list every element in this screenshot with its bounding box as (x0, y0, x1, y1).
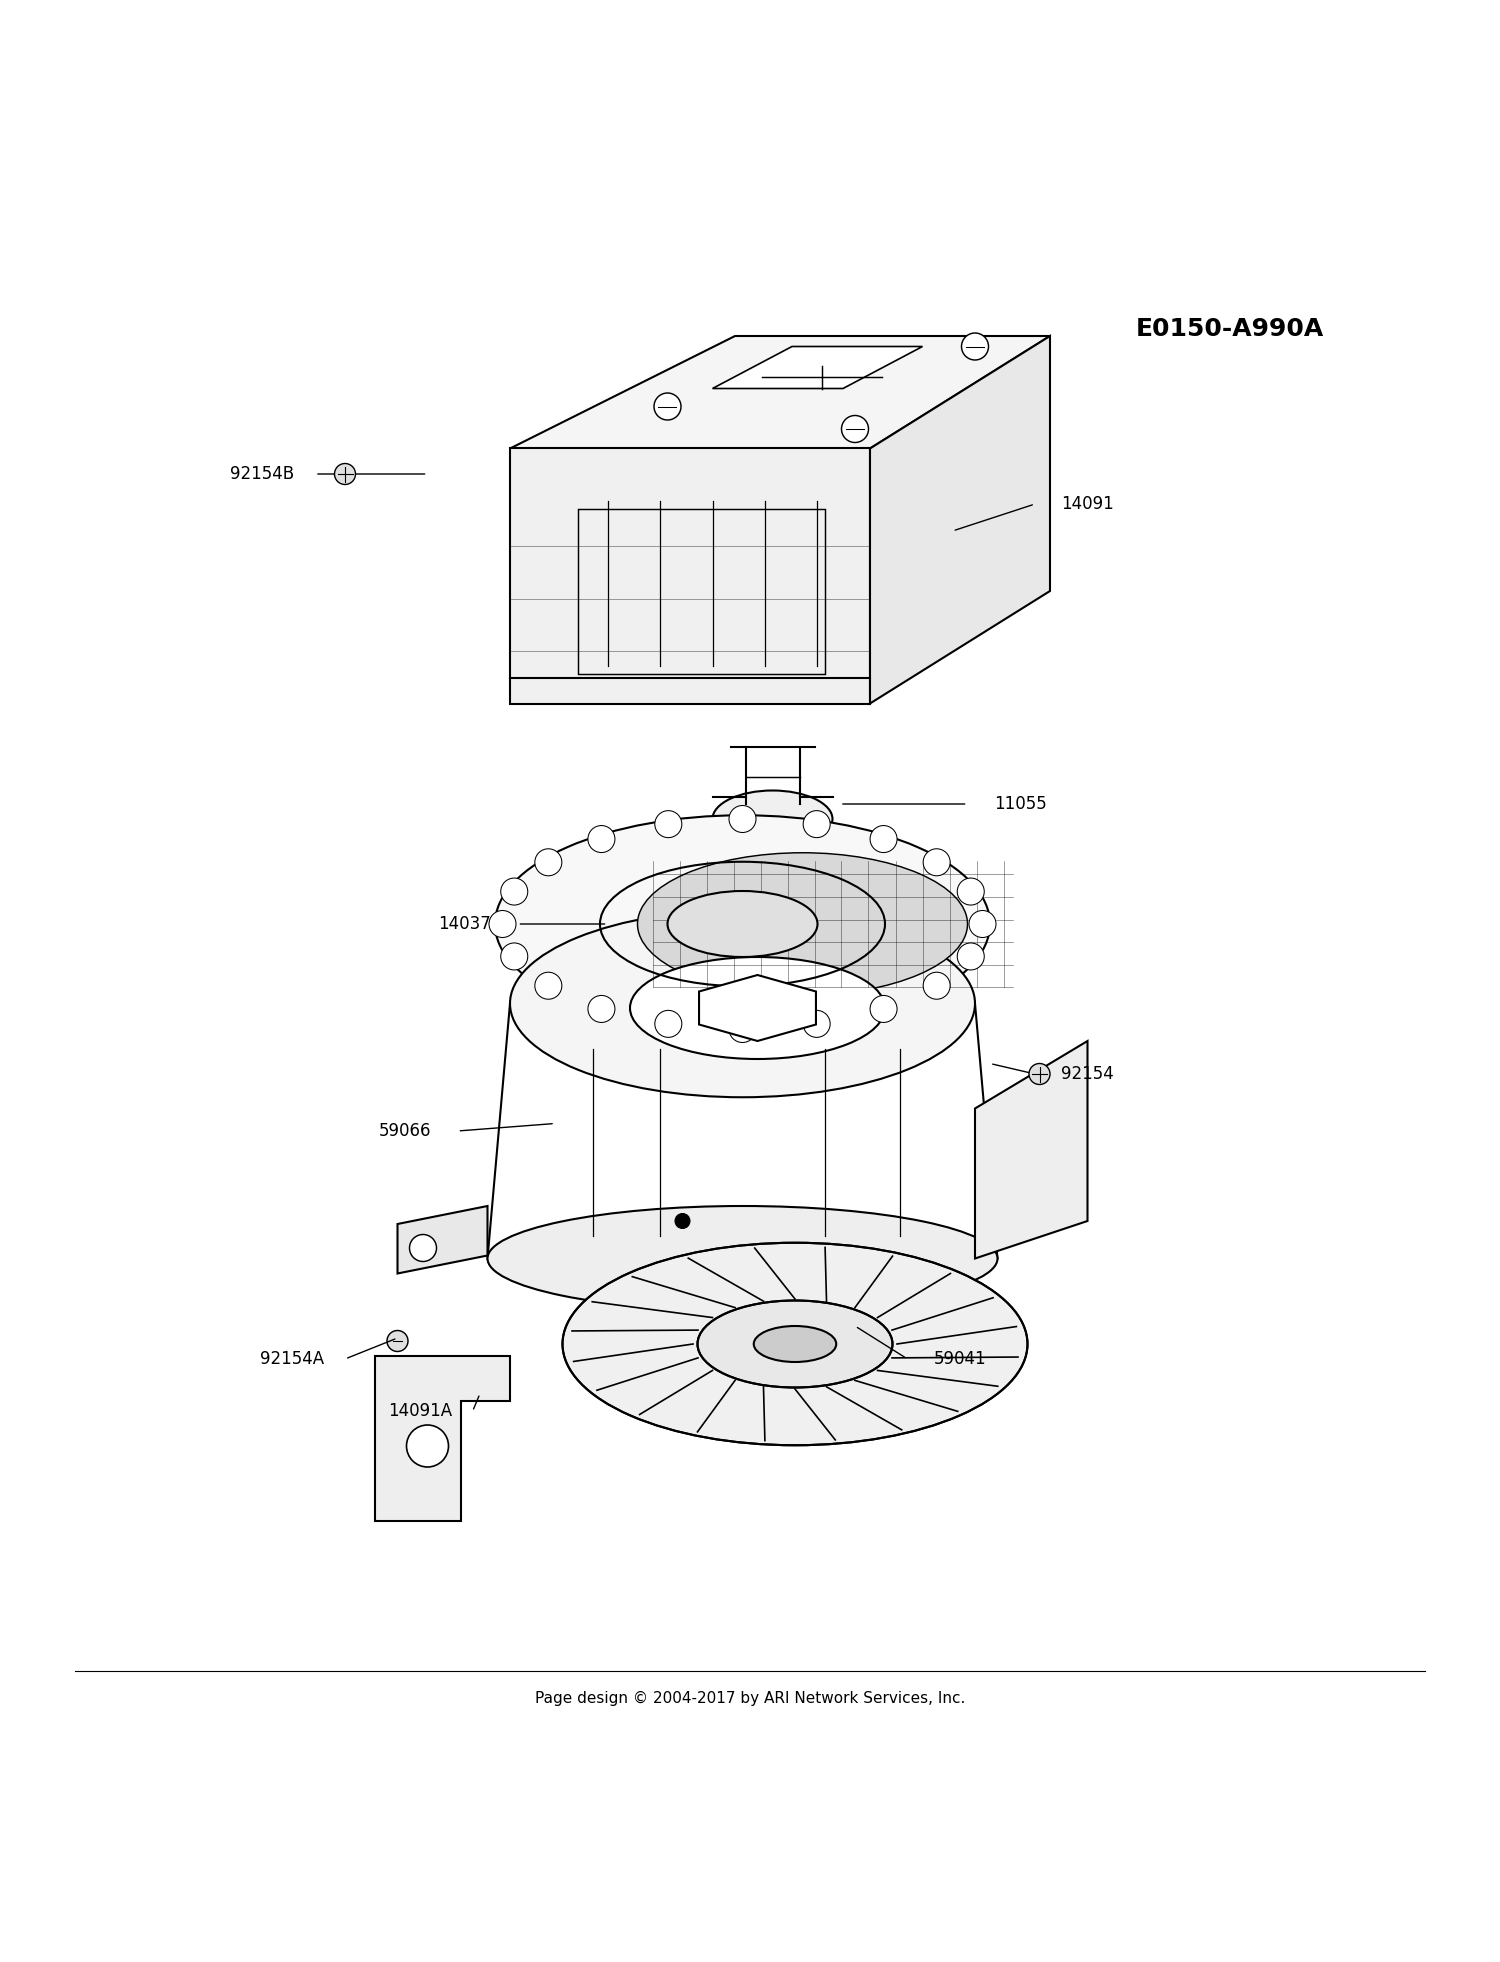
Circle shape (969, 910, 996, 938)
Circle shape (536, 973, 562, 999)
Ellipse shape (668, 891, 818, 957)
Circle shape (334, 463, 356, 485)
Circle shape (406, 1424, 448, 1468)
Text: 11055: 11055 (993, 795, 1047, 812)
Polygon shape (975, 1042, 1088, 1258)
Circle shape (802, 1010, 830, 1038)
Ellipse shape (495, 816, 990, 1032)
Ellipse shape (510, 910, 975, 1097)
Circle shape (922, 973, 950, 999)
Text: 14037: 14037 (438, 914, 492, 934)
Ellipse shape (562, 1242, 1028, 1446)
Circle shape (729, 1016, 756, 1042)
Circle shape (957, 944, 984, 969)
Ellipse shape (753, 1326, 837, 1362)
Text: 59066: 59066 (378, 1122, 432, 1140)
Polygon shape (510, 336, 1050, 449)
Ellipse shape (630, 957, 885, 1059)
Text: Page design © 2004-2017 by ARI Network Services, Inc.: Page design © 2004-2017 by ARI Network S… (536, 1691, 964, 1705)
Circle shape (922, 850, 950, 875)
Circle shape (536, 850, 562, 875)
Text: 14091: 14091 (1060, 494, 1114, 512)
Ellipse shape (638, 853, 968, 995)
Circle shape (588, 826, 615, 853)
Circle shape (588, 995, 615, 1022)
Circle shape (842, 416, 868, 443)
Ellipse shape (698, 1301, 892, 1387)
Circle shape (501, 944, 528, 969)
Circle shape (802, 810, 830, 838)
Circle shape (729, 806, 756, 832)
Text: 92154B: 92154B (231, 465, 294, 483)
Ellipse shape (712, 791, 833, 848)
Circle shape (656, 810, 682, 838)
Circle shape (501, 879, 528, 904)
Polygon shape (712, 347, 922, 388)
Circle shape (654, 392, 681, 420)
Circle shape (870, 995, 897, 1022)
Text: 92154: 92154 (1060, 1065, 1114, 1083)
Circle shape (962, 334, 988, 359)
Polygon shape (510, 449, 870, 704)
Polygon shape (699, 975, 816, 1042)
Circle shape (870, 826, 897, 853)
Text: 59041: 59041 (933, 1350, 987, 1368)
Circle shape (656, 1010, 682, 1038)
Circle shape (1029, 1063, 1050, 1085)
Text: 92154A: 92154A (261, 1350, 324, 1368)
Circle shape (410, 1234, 436, 1262)
Text: ARI: ARI (578, 848, 922, 1024)
Text: E0150-A990A: E0150-A990A (1136, 316, 1324, 341)
Circle shape (957, 879, 984, 904)
Polygon shape (375, 1356, 510, 1521)
Ellipse shape (488, 1207, 998, 1311)
Polygon shape (870, 336, 1050, 704)
Text: 14091A: 14091A (388, 1403, 452, 1420)
Circle shape (675, 1214, 690, 1228)
Circle shape (489, 910, 516, 938)
Polygon shape (398, 1207, 488, 1273)
Circle shape (387, 1330, 408, 1352)
